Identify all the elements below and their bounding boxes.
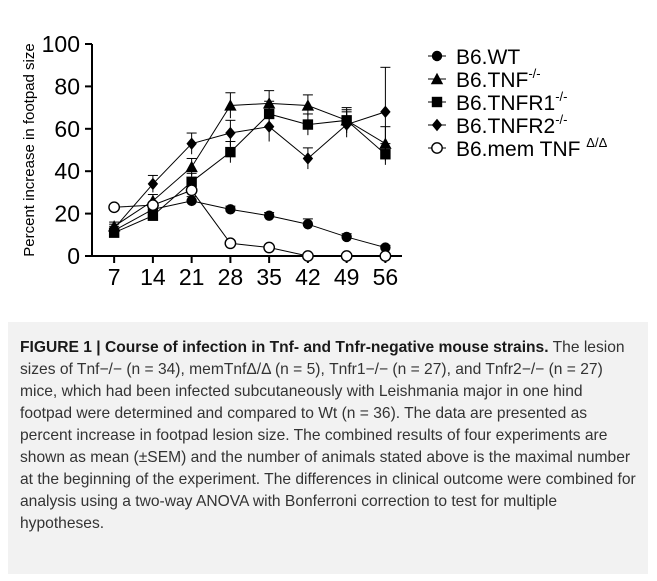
y-axis: 0 20 40 60 80 100 [42, 31, 93, 269]
data-point [301, 250, 314, 262]
x-tick-label: 42 [295, 264, 321, 290]
data-point [301, 99, 315, 111]
legend-label: B6.TNFR1-/- [456, 89, 567, 115]
data-point [379, 250, 392, 262]
data-point [225, 204, 236, 215]
caption-text: FIGURE 1 | Course of infection in Tnf- a… [20, 337, 636, 535]
data-point [263, 241, 276, 254]
data-point [185, 160, 198, 173]
x-tick-label: 28 [218, 264, 244, 290]
x-tick-label: 35 [256, 264, 282, 290]
data-point [302, 119, 314, 130]
legend-marker [431, 118, 443, 132]
legend-label: B6.mem TNF Δ/Δ [456, 135, 608, 161]
series-3 [108, 66, 391, 235]
data-point [186, 195, 197, 207]
data-point [225, 126, 236, 140]
legend-label-superscript: -/- [555, 89, 567, 104]
data-point [224, 99, 237, 111]
data-point [108, 201, 121, 214]
y-tick-label: 40 [54, 158, 80, 184]
x-tick-label: 56 [373, 264, 399, 290]
data-point [341, 231, 352, 243]
data-point [186, 176, 197, 187]
series-line [113, 111, 386, 229]
x-tick-label: 14 [140, 264, 166, 290]
legend-label-superscript: Δ/Δ [586, 135, 607, 150]
data-point [380, 105, 391, 119]
legend-entry: B6.mem TNF Δ/Δ [428, 135, 608, 161]
legend-marker [431, 50, 443, 62]
caption-label: FIGURE 1 | [20, 339, 101, 356]
legend-label: B6.TNF-/- [456, 66, 541, 92]
caption-body: The lesion sizes of Tnf−/− (n = 34), mem… [20, 339, 636, 532]
x-tick-label: 21 [179, 264, 205, 290]
series-line [113, 102, 386, 227]
data-point [341, 118, 352, 131]
caption-title: Course of infection in Tnf- and Tnfr-neg… [104, 339, 549, 356]
y-tick-label: 80 [54, 73, 80, 99]
data-point [225, 146, 236, 158]
data-point [263, 120, 275, 133]
legend-entry: B6.WT [428, 46, 520, 69]
legend-marker [431, 96, 443, 108]
data-point [186, 137, 197, 150]
legend-entry: B6.TNFR1-/- [428, 89, 567, 115]
legend-label: B6.TNFR2-/- [456, 112, 567, 138]
y-tick-label: 100 [42, 31, 80, 57]
figure-caption: FIGURE 1 | Course of infection in Tnf- a… [8, 322, 648, 574]
legend-entry: B6.TNFR2-/- [428, 112, 567, 138]
data-point [108, 222, 120, 235]
x-tick-label: 49 [334, 264, 360, 290]
y-tick-label: 0 [67, 243, 80, 269]
footpad-size-chart: Percent increase in footpad size 0 20 40 60… [21, 31, 608, 290]
data-point [146, 199, 159, 212]
legend-label-superscript: -/- [555, 112, 567, 127]
legend: B6.WTB6.TNF-/-B6.TNFR1-/-B6.TNFR2-/-B6.m… [428, 46, 608, 161]
legend-label: B6.WT [456, 46, 520, 69]
series-line [113, 113, 386, 234]
legend-entry: B6.TNF-/- [428, 66, 541, 92]
legend-marker [431, 142, 443, 154]
data-point [340, 250, 353, 262]
data-point [263, 210, 275, 221]
x-tick-label: 7 [108, 264, 121, 290]
legend-marker [430, 72, 444, 85]
data-point [147, 210, 159, 221]
y-tick-label: 60 [54, 116, 80, 142]
data-point [302, 152, 314, 165]
y-tick-label: 20 [54, 201, 80, 227]
data-point [380, 242, 391, 253]
data-point [147, 177, 159, 191]
data-point [302, 219, 314, 230]
series-line [114, 189, 386, 257]
series-4 [108, 184, 392, 262]
legend-label-superscript: -/- [528, 66, 540, 81]
y-axis-label: Percent increase in footpad size [21, 43, 38, 256]
series-line [113, 200, 386, 249]
x-axis: 7 14 21 28 35 42 49 56 [92, 255, 402, 290]
data-point [185, 184, 198, 197]
data-point [224, 237, 237, 250]
plot-area [107, 66, 392, 262]
